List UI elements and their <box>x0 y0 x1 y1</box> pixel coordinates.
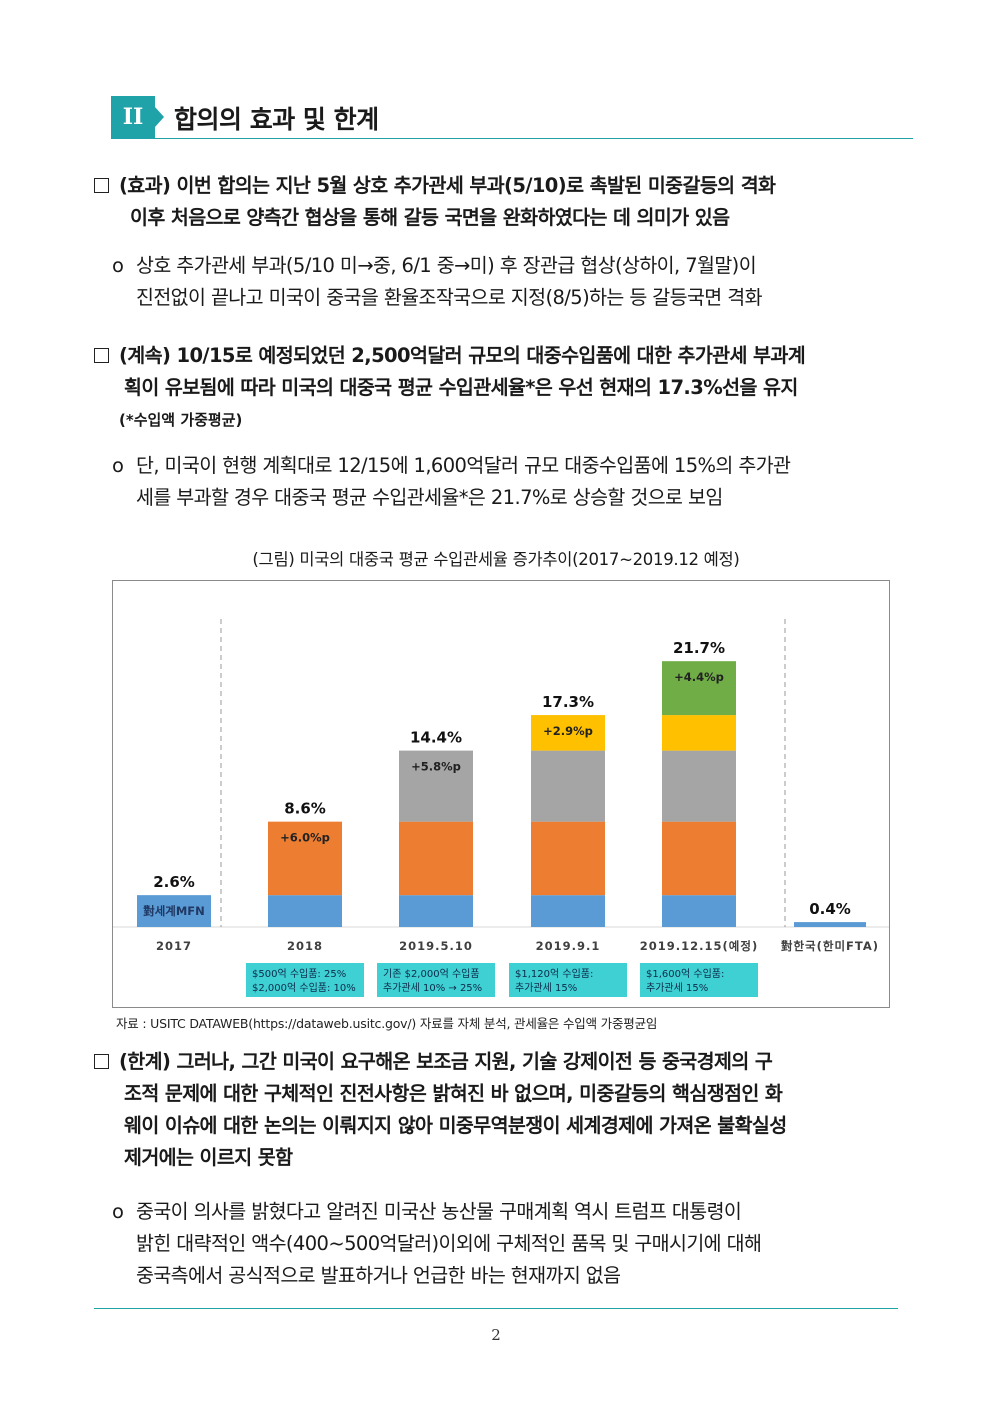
note-text: 추가관세 15% <box>646 982 708 994</box>
paragraph-line: 웨이 이슈에 대한 논의는 이뤄지지 않아 미중무역분쟁이 세계경제에 가져온 … <box>94 1110 900 1142</box>
text-line: 단, 미국이 현행 계획대로 12/15에 1,600억달러 규모 대중수입품에… <box>136 454 791 477</box>
checkbox-bullet-icon <box>94 178 109 193</box>
note-text: $1,120억 수입품: <box>515 967 593 980</box>
segment-label: +4.4%p <box>674 670 724 684</box>
text-line: (효과) 이번 합의는 지난 5월 상호 추가관세 부과(5/10)로 촉발된 … <box>119 174 776 197</box>
category-tick-label: 2019.5.10 <box>399 939 473 953</box>
note-text: 추가관세 10% → 25% <box>383 982 482 994</box>
bar-segment <box>662 821 736 896</box>
paragraph-line: o 상호 추가관세 부과(5/10 미→중, 6/1 중→미) 후 장관급 협상(… <box>112 250 900 282</box>
bar-segment <box>531 750 605 822</box>
bar-segment <box>399 895 473 927</box>
bullet-marker: o <box>112 254 124 277</box>
text-line: 진전없이 끝나고 미국이 중국을 환율조작국으로 지정(8/5)하는 등 갈등국… <box>136 286 763 309</box>
bar-segment <box>268 821 342 896</box>
bar-segment <box>399 821 473 896</box>
figure-caption: (그림) 미국의 대중국 평균 수입관세율 증가추이(2017~2019.12 … <box>252 550 740 569</box>
note-box <box>246 963 364 997</box>
text-line: 제거에는 이르지 못함 <box>124 1146 293 1169</box>
bar-segment <box>662 895 736 927</box>
text-line: 웨이 이슈에 대한 논의는 이뤄지지 않아 미중무역분쟁이 세계경제에 가져온 … <box>124 1114 787 1137</box>
bar-segment <box>531 895 605 927</box>
note-text: $2,000억 수입품: 10% <box>252 981 356 994</box>
note-box <box>640 963 758 997</box>
paragraph-line: (계속) 10/15로 예정되었던 2,500억달러 규모의 대중수입품에 대한… <box>94 340 900 372</box>
paragraph-line: (효과) 이번 합의는 지난 5월 상호 추가관세 부과(5/10)로 촉발된 … <box>94 170 900 202</box>
checkbox-bullet-icon <box>94 348 109 363</box>
data-label: 8.6% <box>284 800 326 818</box>
section-title: 합의의 효과 및 한계 <box>174 105 379 134</box>
bar-segment <box>531 715 605 751</box>
note-text: $1,600억 수입품: <box>646 967 724 980</box>
segment-label: +6.0%p <box>280 831 330 845</box>
paragraph-line: o 단, 미국이 현행 계획대로 12/15에 1,600억달러 규모 대중수입품… <box>112 450 900 482</box>
category-tick-label: 2018 <box>287 939 323 953</box>
paragraph-line: (한계) 그러나, 그간 미국이 요구해온 보조금 지원, 기술 강제이전 등 … <box>94 1046 900 1078</box>
sub-paragraph-effect: o 상호 추가관세 부과(5/10 미→중, 6/1 중→미) 후 장관급 협상(… <box>112 250 900 314</box>
text-line: 획이 유보됨에 따라 미국의 대중국 평균 수입관세율*은 우선 현재의 17.… <box>124 376 798 399</box>
bar-segment <box>137 895 211 927</box>
category-tick-label: 2019.12.15(예정) <box>640 939 758 953</box>
text-line: 중국이 의사를 밝혔다고 알려진 미국산 농산물 구매계획 역시 트럼프 대통령… <box>136 1200 742 1223</box>
footer-divider <box>94 1308 898 1309</box>
checkbox-bullet-icon <box>94 1054 109 1069</box>
bar-segment <box>662 750 736 822</box>
text-line: 세를 부과할 경우 대중국 평균 수입관세율*은 21.7%로 상승할 것으로 … <box>136 486 723 509</box>
category-tick-label: 2017 <box>156 939 192 953</box>
paragraph-line: 제거에는 이르지 못함 <box>94 1142 900 1174</box>
note-text: 추가관세 15% <box>515 982 577 994</box>
footnote-weighted-average: (*수입액 가중평균) <box>119 411 243 429</box>
bar-segment <box>662 661 736 716</box>
bullet-marker: o <box>112 1200 124 1223</box>
paragraph-line: 중국측에서 공식적으로 발표하거나 언급한 바는 현재까지 없음 <box>112 1260 900 1292</box>
tariff-chart-svg: 2.6% 8.6% 14.4% 17.3% 21.7% 0.4% 對세계MFN +6.0%p +… <box>113 619 889 997</box>
text-line: 이후 처음으로 양측간 협상을 통해 갈등 국면을 완화하였다는 데 의미가 있… <box>130 206 730 229</box>
text-line: 상호 추가관세 부과(5/10 미→중, 6/1 중→미) 후 장관급 협상(상… <box>136 254 757 277</box>
data-label: 14.4% <box>410 729 462 747</box>
sub-paragraph-limitation: o 중국이 의사를 밝혔다고 알려진 미국산 농산물 구매계획 역시 트럼프 대통… <box>112 1196 900 1292</box>
bullet-marker: o <box>112 454 124 477</box>
note-text: $500억 수입품: 25% <box>252 967 346 980</box>
note-text: 기존 $2,000억 수입품 <box>383 967 480 980</box>
bar-segment <box>268 895 342 927</box>
text-line: (계속) 10/15로 예정되었던 2,500억달러 규모의 대중수입품에 대한… <box>119 344 806 367</box>
section-number: II <box>122 104 144 130</box>
tariff-chart: 2.6% 8.6% 14.4% 17.3% 21.7% 0.4% 對세계MFN +6.0%p +… <box>112 580 890 1008</box>
category-tick-label: 對한국(한미FTA) <box>781 939 879 953</box>
text-line: 밝힌 대략적인 액수(400~500억달러)이외에 구체적인 품목 및 구매시기… <box>136 1232 762 1255</box>
text-line: (한계) 그러나, 그간 미국이 요구해온 보조금 지원, 기술 강제이전 등 … <box>119 1050 773 1073</box>
section-number-badge: II <box>111 96 155 138</box>
bar-segment <box>399 750 473 822</box>
sub-paragraph-continuation: o 단, 미국이 현행 계획대로 12/15에 1,600억달러 규모 대중수입품… <box>112 450 900 514</box>
text-line: 조적 문제에 대한 구체적인 진전사항은 밝혀진 바 없으며, 미중갈등의 핵심… <box>124 1082 783 1105</box>
bar-segment <box>662 715 736 751</box>
segment-label: 對세계MFN <box>143 904 205 918</box>
data-label: 21.7% <box>673 639 725 657</box>
paragraph-line: 진전없이 끝나고 미국이 중국을 환율조작국으로 지정(8/5)하는 등 갈등국… <box>112 282 900 314</box>
paragraph-continuation: (계속) 10/15로 예정되었던 2,500억달러 규모의 대중수입품에 대한… <box>94 340 900 404</box>
bar-segment <box>794 922 866 927</box>
bar-segment <box>531 821 605 896</box>
paragraph-line: 이후 처음으로 양측간 협상을 통해 갈등 국면을 완화하였다는 데 의미가 있… <box>94 202 900 234</box>
paragraph-line: 밝힌 대략적인 액수(400~500억달러)이외에 구체적인 품목 및 구매시기… <box>112 1228 900 1260</box>
section-arrow-icon <box>155 107 164 127</box>
section-divider <box>111 138 913 139</box>
category-tick-label: 2019.9.1 <box>536 939 601 953</box>
text-line: 중국측에서 공식적으로 발표하거나 언급한 바는 현재까지 없음 <box>136 1264 621 1287</box>
data-label: 0.4% <box>809 900 851 918</box>
paragraph-limitation: (한계) 그러나, 그간 미국이 요구해온 보조금 지원, 기술 강제이전 등 … <box>94 1046 900 1174</box>
data-label: 17.3% <box>542 693 594 711</box>
data-label: 2.6% <box>153 873 195 891</box>
note-box <box>509 963 627 997</box>
segment-label: +5.8%p <box>411 760 461 774</box>
page-number: 2 <box>491 1326 501 1344</box>
paragraph-effect: (효과) 이번 합의는 지난 5월 상호 추가관세 부과(5/10)로 촉발된 … <box>94 170 900 234</box>
segment-label: +2.9%p <box>543 724 593 738</box>
paragraph-line: o 중국이 의사를 밝혔다고 알려진 미국산 농산물 구매계획 역시 트럼프 대통… <box>112 1196 900 1228</box>
paragraph-line: 획이 유보됨에 따라 미국의 대중국 평균 수입관세율*은 우선 현재의 17.… <box>94 372 900 404</box>
note-box <box>377 963 495 997</box>
source-note: 자료 : USITC DATAWEB(https://dataweb.usitc… <box>116 1016 658 1031</box>
paragraph-line: 조적 문제에 대한 구체적인 진전사항은 밝혀진 바 없으며, 미중갈등의 핵심… <box>94 1078 900 1110</box>
paragraph-line: 세를 부과할 경우 대중국 평균 수입관세율*은 21.7%로 상승할 것으로 … <box>112 482 900 514</box>
